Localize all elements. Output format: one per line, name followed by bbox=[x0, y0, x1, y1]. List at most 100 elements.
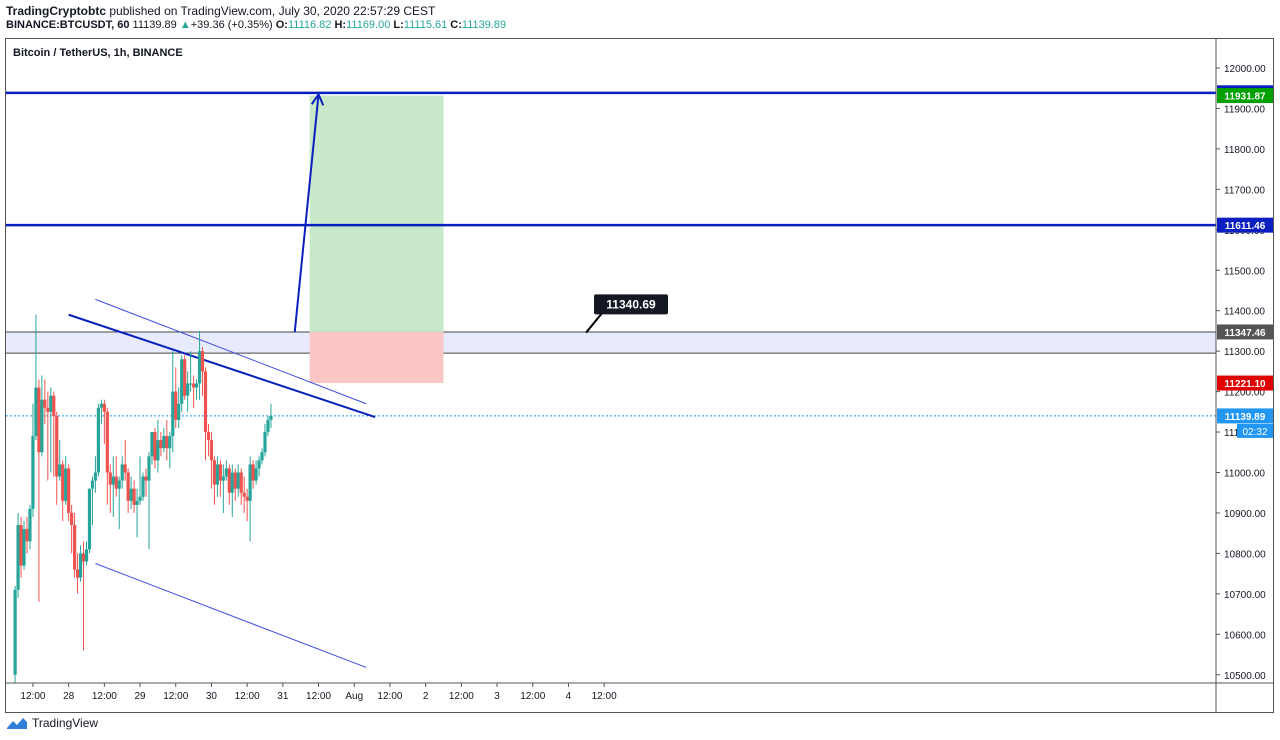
candle-down bbox=[209, 440, 214, 461]
candle-up bbox=[266, 419, 270, 433]
candle-down bbox=[123, 464, 127, 473]
time-tick-label: 4 bbox=[566, 691, 572, 702]
candle-up bbox=[78, 553, 83, 578]
candle-down bbox=[73, 525, 77, 570]
candle-up bbox=[224, 468, 228, 477]
candle-down bbox=[126, 472, 130, 501]
candle-up bbox=[64, 468, 68, 501]
publish-info: published on TradingView.com, July 30, 2… bbox=[109, 4, 436, 18]
footer-brand[interactable]: TradingView bbox=[32, 716, 99, 730]
time-tick-label: 12:00 bbox=[92, 691, 117, 702]
price-tick-label: 10700.00 bbox=[1224, 590, 1266, 601]
symbol-label: BINANCE:BTCUSDT, 60 bbox=[6, 19, 130, 31]
candle-down bbox=[144, 476, 148, 481]
candle-up bbox=[171, 391, 175, 437]
time-tick-label: 12:00 bbox=[235, 691, 260, 702]
price-tick-label: 11700.00 bbox=[1224, 185, 1265, 196]
price-tick-label: 11500.00 bbox=[1224, 266, 1265, 277]
countdown-label: 02:32 bbox=[1242, 427, 1267, 438]
publish-header: TradingCryptobtc published on TradingVie… bbox=[6, 4, 435, 19]
candle-down bbox=[37, 387, 41, 453]
candle-up bbox=[28, 508, 32, 542]
callout-box bbox=[594, 294, 668, 315]
candle-up bbox=[96, 407, 100, 473]
candle-down bbox=[233, 472, 237, 489]
candle-up bbox=[156, 440, 160, 461]
candle-up bbox=[215, 464, 219, 485]
price-change: +39.36 (+0.35%) bbox=[190, 19, 273, 31]
candle-up bbox=[257, 460, 261, 469]
low-value: 11115.61 bbox=[403, 19, 448, 31]
candle-up bbox=[186, 383, 190, 396]
supply-zone bbox=[6, 331, 1216, 354]
candle-down bbox=[52, 395, 56, 416]
publisher-name[interactable]: TradingCryptobtc bbox=[6, 4, 107, 18]
position-loss-zone bbox=[309, 331, 444, 384]
candle-up bbox=[135, 500, 139, 505]
price-badge bbox=[1217, 217, 1273, 233]
candle-up bbox=[111, 476, 115, 485]
candle-up bbox=[120, 464, 124, 481]
change-up-icon: ▲ bbox=[179, 19, 191, 31]
candle-up bbox=[84, 549, 89, 562]
time-tick-label: 12:00 bbox=[449, 691, 474, 702]
candle-up bbox=[162, 436, 166, 449]
candle-up bbox=[40, 399, 44, 453]
candle-up bbox=[194, 383, 199, 388]
channel-trendline bbox=[95, 298, 367, 405]
time-tick-label: 2 bbox=[423, 691, 429, 702]
candle-down bbox=[70, 512, 74, 526]
candle-up bbox=[221, 476, 225, 481]
price-tick-label: 11300.00 bbox=[1224, 347, 1265, 358]
price-badge-label: 11611.46 bbox=[1225, 221, 1266, 232]
candle-up bbox=[177, 403, 181, 420]
price-tick-label: 11900.00 bbox=[1224, 104, 1265, 115]
candle-down bbox=[206, 432, 211, 441]
candle-up bbox=[117, 480, 121, 489]
candle-down bbox=[25, 529, 29, 542]
time-tick-label: 12:00 bbox=[520, 691, 545, 702]
candle-down bbox=[102, 403, 106, 412]
candle-down bbox=[132, 488, 136, 505]
candle-up bbox=[147, 456, 151, 481]
candle-down bbox=[200, 351, 205, 372]
candle-up bbox=[138, 496, 142, 501]
candle-up bbox=[31, 436, 35, 509]
candle-up bbox=[254, 468, 258, 481]
price-badge-label: 11931.87 bbox=[1224, 92, 1266, 103]
candle-down bbox=[55, 415, 59, 477]
candle-down bbox=[75, 569, 80, 578]
candle-up bbox=[197, 351, 202, 384]
price-badge bbox=[1217, 408, 1273, 424]
candle-up bbox=[58, 464, 62, 477]
price-tick-label: 11800.00 bbox=[1224, 145, 1265, 156]
channel-trendline bbox=[95, 563, 367, 668]
candle-up bbox=[236, 472, 240, 489]
candle-up bbox=[90, 480, 95, 489]
time-tick-label: 28 bbox=[63, 691, 75, 702]
candle-up bbox=[13, 589, 17, 675]
tradingview-logo-icon[interactable] bbox=[6, 716, 28, 730]
position-profit-zone bbox=[309, 95, 444, 332]
candle-up bbox=[269, 415, 273, 420]
candle-up bbox=[230, 472, 234, 493]
close-label: C: bbox=[450, 19, 462, 31]
high-label: H: bbox=[334, 19, 347, 31]
candle-down bbox=[218, 464, 222, 481]
candle-up bbox=[180, 359, 184, 404]
candle-up bbox=[129, 488, 133, 501]
candle-down bbox=[183, 359, 187, 396]
time-tick-label: 30 bbox=[206, 691, 218, 702]
candle-up bbox=[263, 432, 267, 453]
candle-up bbox=[49, 395, 53, 412]
candle-down bbox=[61, 464, 65, 501]
candle-down bbox=[114, 476, 118, 489]
candle-up bbox=[141, 476, 145, 497]
price-badge-label: 11221.10 bbox=[1224, 379, 1266, 390]
candle-down bbox=[108, 472, 112, 485]
price-tick-label: 11000.00 bbox=[1224, 469, 1265, 480]
last-price: 11139.89 bbox=[132, 19, 177, 31]
time-tick-label: 12:00 bbox=[592, 691, 617, 702]
candle-down bbox=[165, 436, 169, 449]
